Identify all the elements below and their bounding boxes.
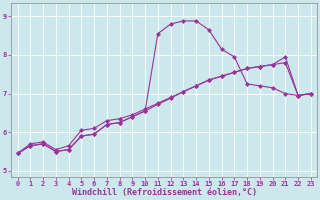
X-axis label: Windchill (Refroidissement éolien,°C): Windchill (Refroidissement éolien,°C) [72,188,257,197]
